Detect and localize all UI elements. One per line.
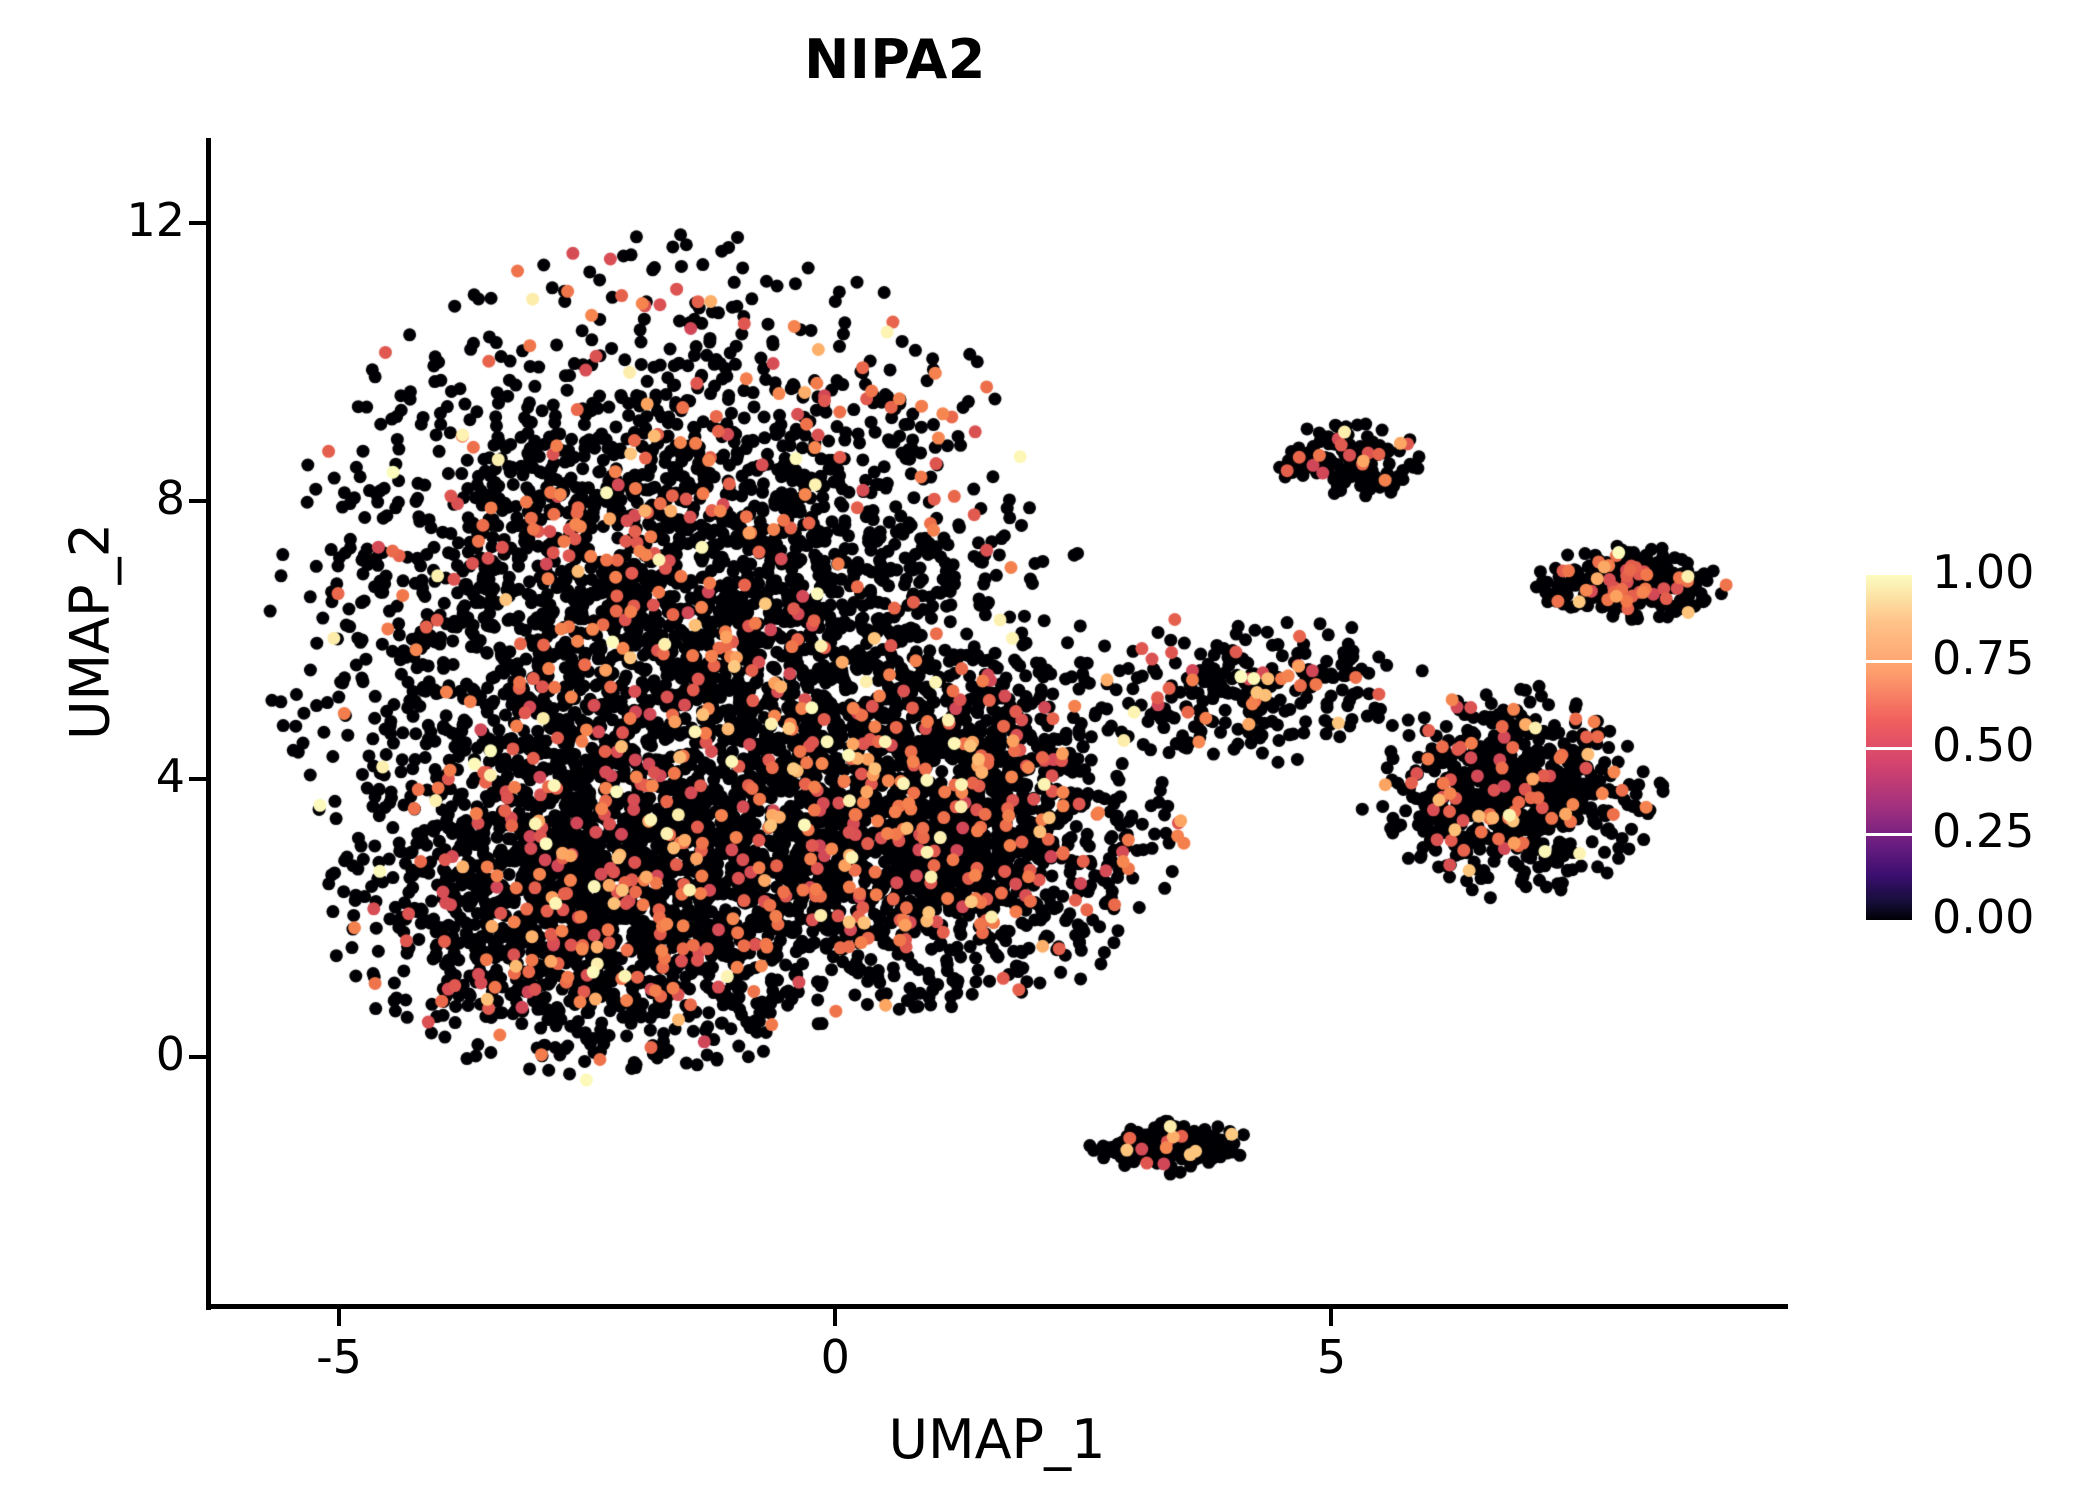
x-tick-mark [1329, 1309, 1334, 1326]
y-tick-label: 8 [155, 471, 185, 526]
y-tick-mark [189, 221, 206, 226]
colorbar-legend: 1.00 0.75 0.50 0.25 0.00 [1866, 545, 2076, 944]
colorbar-tick-mark [1866, 660, 1912, 664]
scatter-plot-area [210, 140, 1788, 1307]
colorbar-tick-label: 0.75 [1932, 631, 2035, 686]
y-tick-mark [189, 1054, 206, 1059]
y-tick-label: 0 [155, 1026, 185, 1081]
colorbar-tick-label: 0.50 [1932, 717, 2035, 772]
colorbar-tick-label: 1.00 [1932, 545, 2035, 599]
y-tick-label: 4 [155, 749, 185, 804]
scatter-points-layer [210, 140, 1788, 1307]
colorbar-tick-label: 0.25 [1932, 803, 2035, 858]
y-axis-title: UMAP_2 [58, 523, 122, 740]
y-axis-spine [206, 138, 211, 1310]
page-title: NIPA2 [804, 28, 986, 91]
x-tick-mark [337, 1309, 342, 1326]
colorbar-tick-mark [1866, 746, 1912, 750]
x-tick-label: 0 [820, 1330, 850, 1384]
colorbar-tick-mark [1866, 832, 1912, 836]
x-axis-title: UMAP_1 [888, 1408, 1106, 1471]
y-tick-mark [189, 499, 206, 504]
y-tick-mark [189, 777, 206, 782]
colorbar-tick-label: 0.00 [1932, 890, 2035, 944]
x-tick-mark [833, 1309, 838, 1326]
y-tick-label: 12 [126, 193, 185, 248]
x-tick-label: 5 [1316, 1330, 1347, 1384]
x-tick-label: -5 [316, 1330, 362, 1384]
